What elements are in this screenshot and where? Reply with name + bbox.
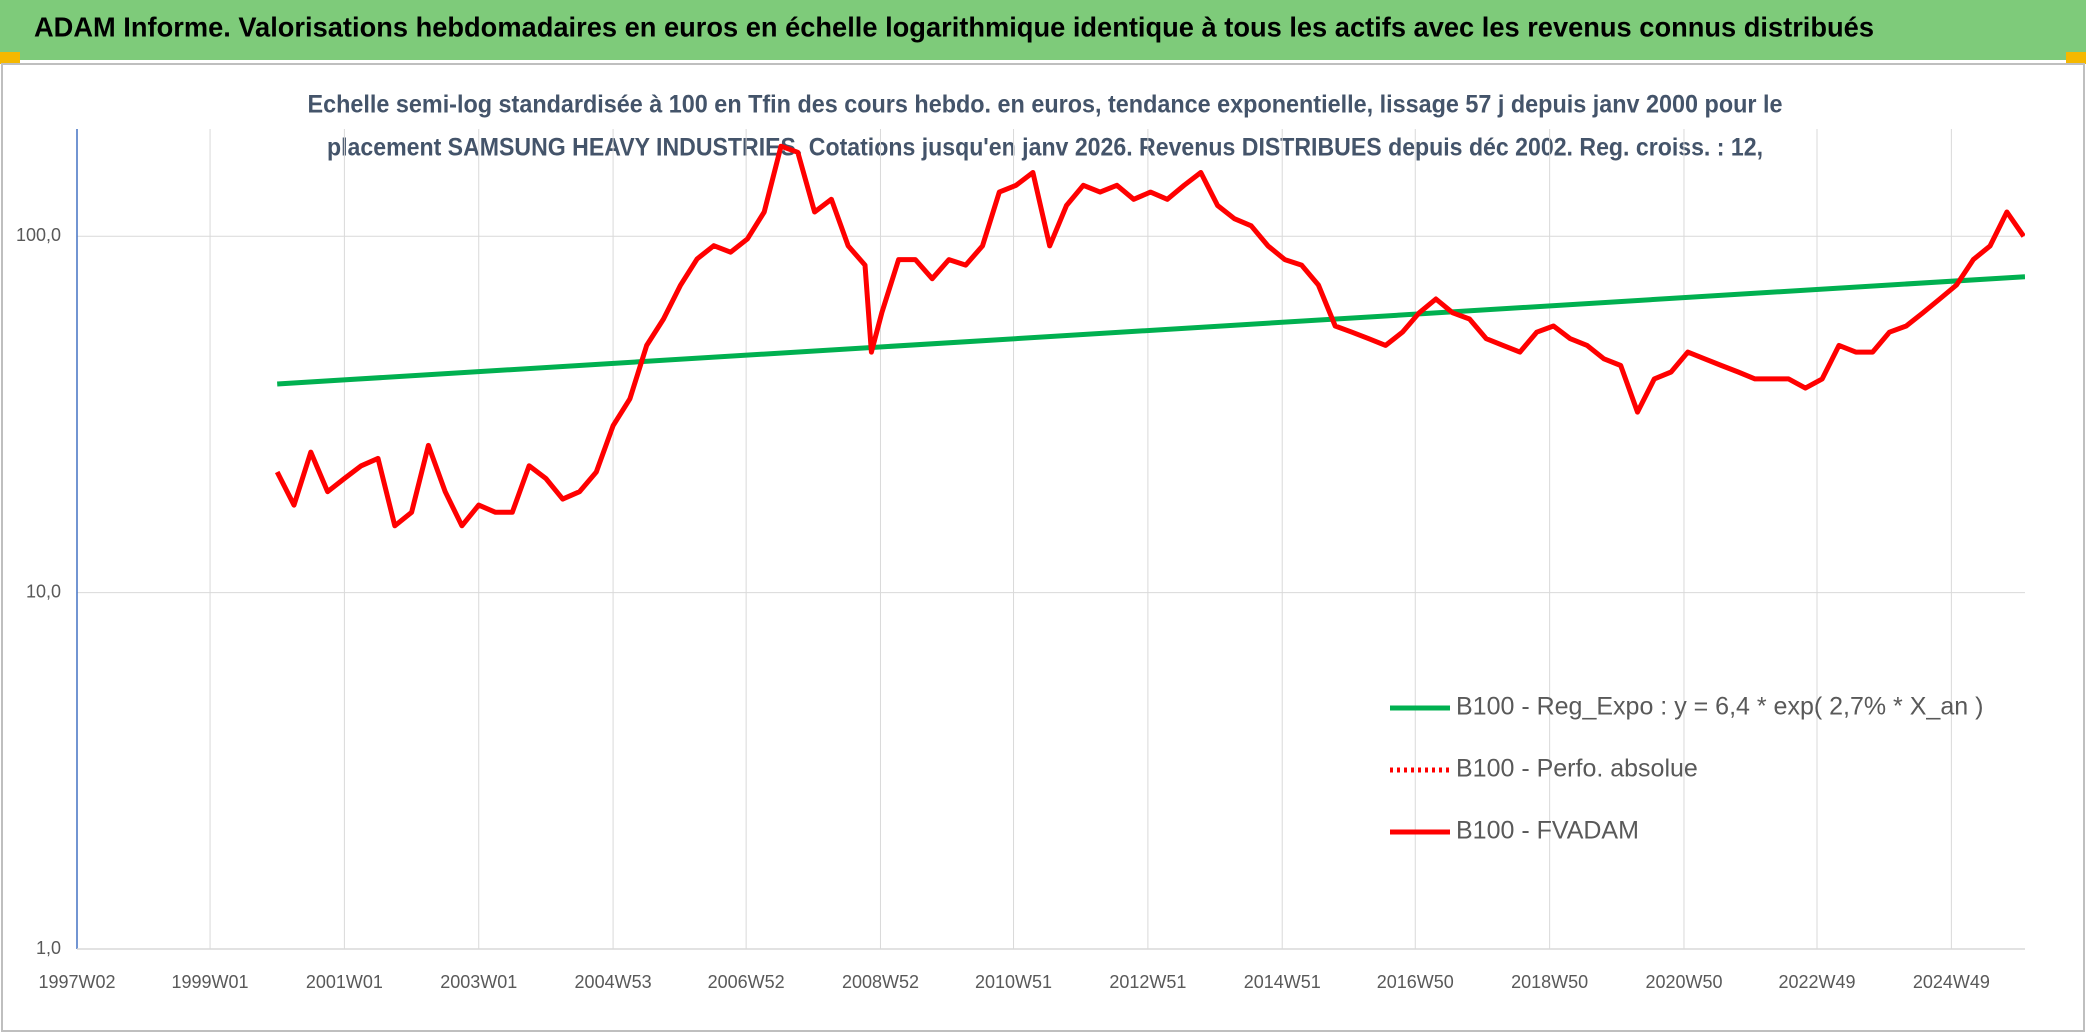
x-tick-label: 2006W52 <box>708 972 785 992</box>
chart-frame <box>1 63 2085 1032</box>
legend-label: B100 - FVADAM <box>1456 817 1639 845</box>
x-tick-label: 2004W53 <box>575 972 652 992</box>
x-tick-label: 2003W01 <box>440 972 517 992</box>
x-tick-label: 1999W01 <box>172 972 249 992</box>
subtitle: Echelle semi-log standardisée à 100 en T… <box>308 91 1783 119</box>
legend-label: B100 - Reg_Expo : y = 6,4 * exp( 2,7% * … <box>1456 693 1983 721</box>
x-tick-label: 2010W51 <box>975 972 1052 992</box>
corner <box>0 52 20 64</box>
y-tick-label: 10,0 <box>26 581 61 601</box>
subtitle: placement SAMSUNG HEAVY INDUSTRIES. Cota… <box>327 134 1763 162</box>
x-tick-label: 2020W50 <box>1645 972 1722 992</box>
series-line <box>277 274 2025 387</box>
chart-title: ADAM Informe. Valorisations hebdomadaire… <box>34 11 1874 42</box>
x-tick-label: 1997W02 <box>38 972 115 992</box>
x-tick-label: 2001W01 <box>306 972 383 992</box>
corner <box>2066 52 2086 64</box>
y-tick-label: 100,0 <box>16 225 61 245</box>
x-tick-label: 2014W51 <box>1244 972 1321 992</box>
x-tick-label: 2012W51 <box>1109 972 1186 992</box>
x-tick-label: 2018W50 <box>1511 972 1588 992</box>
x-tick-label: 2016W50 <box>1377 972 1454 992</box>
legend-label: B100 - Perfo. absolue <box>1456 755 1698 783</box>
x-tick-label: 2008W52 <box>842 972 919 992</box>
series-line <box>274 143 2025 529</box>
x-tick-label: 2022W49 <box>1778 972 1855 992</box>
y-tick-label: 1,0 <box>36 938 61 958</box>
title-bar <box>0 0 2086 60</box>
x-tick-label: 2024W49 <box>1913 972 1990 992</box>
